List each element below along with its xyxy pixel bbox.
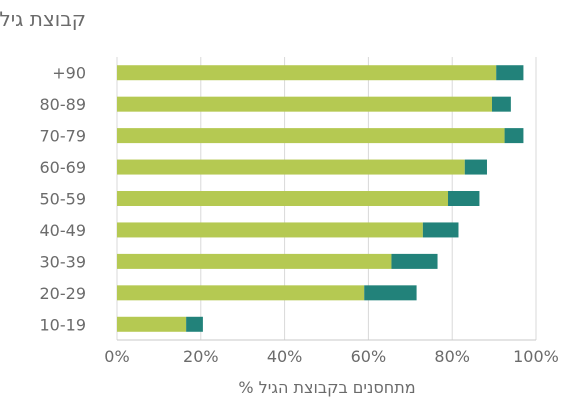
bar-series-2-10-19 bbox=[186, 316, 203, 332]
bar-series-1-20-29 bbox=[117, 285, 365, 301]
bar-series-1-10-19 bbox=[117, 316, 187, 332]
y-tick-label: +90 bbox=[52, 64, 86, 83]
bar-series-1-70-79 bbox=[117, 128, 505, 144]
bar-series-2-30-39 bbox=[391, 253, 438, 269]
bar-series-2-20-29 bbox=[364, 285, 417, 301]
bar-series-1-80-89 bbox=[117, 96, 493, 112]
bars bbox=[117, 65, 524, 332]
x-tick-label: 0% bbox=[104, 347, 129, 366]
bar-series-2-40-49 bbox=[422, 222, 459, 238]
x-tick-label: 80% bbox=[434, 347, 470, 366]
y-tick-label: 70-79 bbox=[40, 127, 87, 146]
x-tick-label: 100% bbox=[513, 347, 559, 366]
x-tick-label: 20% bbox=[183, 347, 219, 366]
x-tick-labels: 0% 20% 40% 60% 80% 100% bbox=[104, 347, 559, 366]
bar-series-1-60-69 bbox=[117, 159, 465, 175]
y-tick-label: 60-69 bbox=[40, 158, 87, 177]
bar-series-1-+90 bbox=[117, 65, 497, 81]
bar-series-1-30-39 bbox=[117, 253, 392, 269]
x-axis-title: % מתחסנים בקבוצת הגיל bbox=[238, 378, 415, 397]
y-tick-label: 80-89 bbox=[40, 95, 87, 114]
bar-series-1-50-59 bbox=[117, 191, 449, 206]
bar-series-1-40-49 bbox=[117, 222, 423, 238]
x-tick-label: 60% bbox=[351, 347, 387, 366]
y-axis-title: קבוצת גיל bbox=[0, 7, 86, 31]
x-tick-label: 40% bbox=[267, 347, 303, 366]
bar-series-2-60-69 bbox=[464, 159, 487, 175]
y-tick-label: 10-19 bbox=[40, 315, 87, 334]
bar-series-2-50-59 bbox=[448, 191, 480, 206]
y-tick-label: 50-59 bbox=[40, 190, 87, 209]
bar-series-2-70-79 bbox=[504, 128, 524, 144]
y-tick-label: 20-29 bbox=[40, 284, 87, 303]
bar-series-2-80-89 bbox=[492, 96, 511, 112]
y-tick-labels: +90 80-89 70-79 60-69 50-59 40-49 30-39 20-29 10… bbox=[40, 64, 87, 335]
bar-series-2-+90 bbox=[496, 65, 524, 81]
y-tick-label: 30-39 bbox=[40, 252, 87, 271]
y-tick-label: 40-49 bbox=[40, 221, 87, 240]
